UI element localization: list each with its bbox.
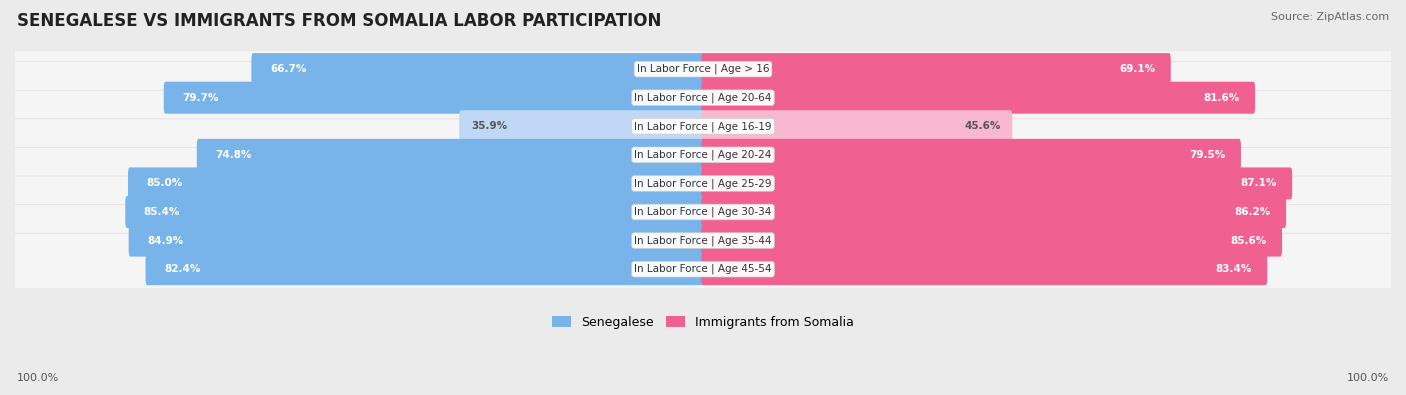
- FancyBboxPatch shape: [702, 196, 1286, 228]
- Text: 79.7%: 79.7%: [183, 93, 219, 103]
- FancyBboxPatch shape: [163, 82, 704, 114]
- Text: In Labor Force | Age 16-19: In Labor Force | Age 16-19: [634, 121, 772, 132]
- FancyBboxPatch shape: [197, 139, 704, 171]
- Text: 69.1%: 69.1%: [1119, 64, 1156, 74]
- FancyBboxPatch shape: [145, 253, 704, 285]
- Text: 45.6%: 45.6%: [965, 121, 1001, 131]
- Text: In Labor Force | Age > 16: In Labor Force | Age > 16: [637, 64, 769, 74]
- Text: In Labor Force | Age 20-64: In Labor Force | Age 20-64: [634, 92, 772, 103]
- FancyBboxPatch shape: [10, 62, 1396, 134]
- FancyBboxPatch shape: [10, 147, 1396, 220]
- FancyBboxPatch shape: [10, 33, 1396, 105]
- Text: 100.0%: 100.0%: [17, 373, 59, 383]
- Text: 84.9%: 84.9%: [148, 235, 183, 246]
- Legend: Senegalese, Immigrants from Somalia: Senegalese, Immigrants from Somalia: [547, 311, 859, 334]
- Text: In Labor Force | Age 30-34: In Labor Force | Age 30-34: [634, 207, 772, 217]
- Text: 85.4%: 85.4%: [143, 207, 180, 217]
- FancyBboxPatch shape: [10, 176, 1396, 248]
- FancyBboxPatch shape: [10, 90, 1396, 162]
- Text: 35.9%: 35.9%: [471, 121, 508, 131]
- FancyBboxPatch shape: [10, 233, 1396, 305]
- Text: 87.1%: 87.1%: [1240, 179, 1277, 188]
- Text: 81.6%: 81.6%: [1204, 93, 1240, 103]
- FancyBboxPatch shape: [129, 225, 704, 257]
- FancyBboxPatch shape: [702, 139, 1241, 171]
- FancyBboxPatch shape: [702, 110, 1012, 142]
- Text: 85.6%: 85.6%: [1230, 235, 1267, 246]
- Text: 100.0%: 100.0%: [1347, 373, 1389, 383]
- Text: 66.7%: 66.7%: [270, 64, 307, 74]
- FancyBboxPatch shape: [702, 253, 1267, 285]
- Text: 79.5%: 79.5%: [1189, 150, 1226, 160]
- FancyBboxPatch shape: [252, 53, 704, 85]
- Text: SENEGALESE VS IMMIGRANTS FROM SOMALIA LABOR PARTICIPATION: SENEGALESE VS IMMIGRANTS FROM SOMALIA LA…: [17, 12, 661, 30]
- FancyBboxPatch shape: [702, 53, 1171, 85]
- Text: 85.0%: 85.0%: [146, 179, 183, 188]
- FancyBboxPatch shape: [702, 167, 1292, 199]
- FancyBboxPatch shape: [10, 205, 1396, 276]
- Text: 74.8%: 74.8%: [215, 150, 252, 160]
- Text: Source: ZipAtlas.com: Source: ZipAtlas.com: [1271, 12, 1389, 22]
- FancyBboxPatch shape: [460, 110, 704, 142]
- Text: In Labor Force | Age 45-54: In Labor Force | Age 45-54: [634, 264, 772, 275]
- Text: 82.4%: 82.4%: [165, 264, 201, 274]
- Text: 83.4%: 83.4%: [1216, 264, 1253, 274]
- FancyBboxPatch shape: [702, 225, 1282, 257]
- Text: In Labor Force | Age 35-44: In Labor Force | Age 35-44: [634, 235, 772, 246]
- Text: In Labor Force | Age 20-24: In Labor Force | Age 20-24: [634, 150, 772, 160]
- FancyBboxPatch shape: [10, 119, 1396, 191]
- Text: 86.2%: 86.2%: [1234, 207, 1271, 217]
- Text: In Labor Force | Age 25-29: In Labor Force | Age 25-29: [634, 178, 772, 189]
- FancyBboxPatch shape: [128, 167, 704, 199]
- FancyBboxPatch shape: [125, 196, 704, 228]
- FancyBboxPatch shape: [702, 82, 1256, 114]
